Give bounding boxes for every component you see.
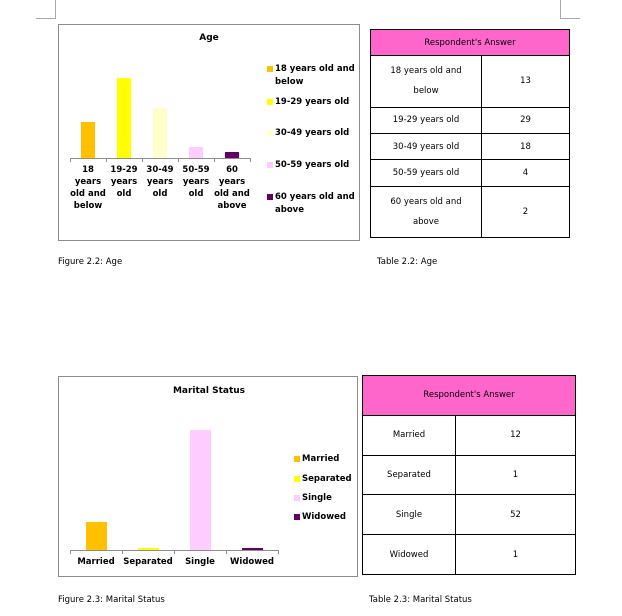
bar [189, 146, 203, 158]
x-tick-label: Widowed [230, 557, 274, 567]
x-axis-tick [70, 550, 71, 554]
legend-swatch [267, 162, 273, 168]
figure-caption: Figure 2.3: Marital Status [58, 595, 165, 605]
table-header-row: Respondent's Answer [362, 375, 576, 416]
x-axis-tick [106, 158, 107, 162]
x-axis-tick [174, 550, 175, 554]
legend-swatch [267, 130, 273, 136]
answer-cell: Married [362, 414, 456, 456]
answer-cell: 30-49 years old [370, 132, 482, 161]
count-cell: 2 [481, 185, 570, 239]
x-axis-tick [142, 158, 143, 162]
legend-swatch [294, 495, 300, 501]
x-tick-label: 60 years old and above [214, 165, 250, 211]
x-tick-label: Separated [123, 557, 173, 567]
legend-entry: 18 years old and below [275, 64, 355, 87]
age-table: Respondent's Answer 18 years old and belo… [370, 28, 570, 239]
x-tick-label: 30-49 years old [146, 165, 174, 199]
table-row: Single 52 [362, 494, 576, 536]
table-caption: Table 2.2: Age [377, 257, 438, 267]
x-tick-label: 50-59 years old [182, 165, 210, 199]
table-row: 30-49 years old 18 [370, 132, 570, 161]
table-row: Married 12 [362, 414, 576, 456]
answer-cell: Single [362, 494, 456, 536]
count-cell: 4 [481, 159, 570, 187]
table-row: 19-29 years old 29 [370, 106, 570, 134]
bar [137, 547, 159, 550]
legend-entry: Married [302, 454, 340, 464]
legend-entry: 60 years old and above [275, 192, 355, 215]
legend-swatch [294, 456, 300, 462]
x-axis-tick [70, 158, 71, 162]
x-tick-label: Single [185, 557, 215, 567]
count-cell: 1 [455, 454, 576, 496]
table-header: Respondent's Answer [370, 28, 570, 57]
age-chart: Age 18 years old and below 18 years old a… [58, 24, 360, 241]
table-header: Respondent's Answer [362, 375, 576, 416]
x-axis-tick [278, 550, 279, 554]
margin-mark [55, 0, 56, 18]
x-tick-label: 19-29 years old [110, 165, 138, 199]
bar [189, 429, 211, 550]
answer-cell: 50-59 years old [370, 159, 482, 187]
legend-entry: Widowed [302, 512, 346, 522]
legend-entry: Single [302, 493, 332, 503]
legend-swatch [267, 99, 273, 105]
bar [225, 152, 239, 158]
x-axis [70, 158, 250, 159]
x-tick-label: 18 years old and below [70, 165, 106, 211]
chart-title: Age [199, 33, 219, 43]
bar [81, 121, 95, 158]
chart-title: Marital Status [172, 386, 246, 396]
answer-cell: 19-29 years old [370, 106, 482, 134]
table-row: Widowed 1 [362, 534, 576, 575]
table-row: 18 years old and below 13 [370, 55, 570, 108]
x-axis-tick [214, 158, 215, 162]
table-row: Separated 1 [362, 454, 576, 496]
marital-status-table: Respondent's Answer Married 12 Separated 1 Si… [362, 375, 576, 575]
table-header-row: Respondent's Answer [370, 28, 570, 57]
x-axis-tick [226, 550, 227, 554]
legend-entry: 50-59 years old [275, 160, 350, 170]
answer-cell: Separated [362, 454, 456, 496]
bar [153, 108, 167, 158]
margin-mark [560, 0, 561, 18]
bar [85, 522, 107, 550]
count-cell: 18 [481, 132, 570, 161]
answer-cell: 60 years old and above [370, 185, 482, 239]
x-axis-tick [250, 158, 251, 162]
margin-mark [560, 18, 580, 19]
answer-cell: Widowed [362, 534, 456, 575]
count-cell: 52 [455, 494, 576, 536]
bar [241, 547, 263, 550]
table-row: 60 years old and above 2 [370, 185, 570, 239]
count-cell: 1 [455, 534, 576, 575]
x-tick-label: Married [77, 557, 115, 567]
table-row: 50-59 years old 4 [370, 159, 570, 187]
count-cell: 29 [481, 106, 570, 134]
legend-swatch [294, 476, 300, 482]
x-axis-tick [178, 158, 179, 162]
table-caption: Table 2.3: Marital Status [369, 595, 472, 605]
count-cell: 13 [481, 55, 570, 108]
count-cell: 12 [455, 414, 576, 456]
legend-entry: 19-29 years old [275, 97, 350, 107]
bar [117, 77, 131, 158]
margin-mark [36, 18, 56, 19]
legend-swatch [267, 194, 273, 200]
x-axis-tick [122, 550, 123, 554]
answer-cell: 18 years old and below [370, 55, 482, 108]
legend-entry: Separated [302, 474, 352, 484]
legend-swatch [267, 66, 273, 72]
figure-caption: Figure 2.2: Age [58, 257, 123, 267]
marital-status-chart: Marital Status Married Married Separated Se… [58, 376, 358, 577]
legend-swatch [294, 514, 300, 520]
legend-entry: 30-49 years old [275, 128, 350, 138]
